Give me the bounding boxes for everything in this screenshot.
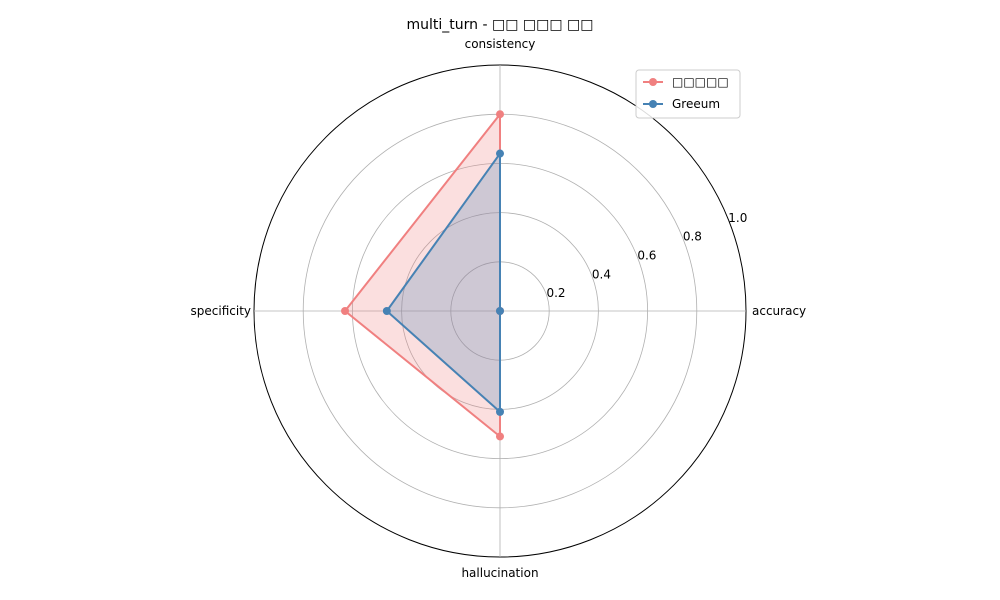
data-point [496,110,504,119]
axis-labels: accuracy consistency specificity hallucinat… [191,37,807,580]
data-point [341,307,350,315]
axis-label-consistency: consistency [465,37,536,51]
legend-swatch-marker [649,78,657,86]
data-point [382,307,391,315]
radial-tick-label: 0.2 [546,286,565,300]
radial-tick-label: 1.0 [728,211,747,225]
axis-label-hallucination: hallucination [461,566,538,580]
radial-tick-labels: 0.2 0.4 0.6 0.8 1.0 [546,211,747,300]
axis-label-accuracy: accuracy [752,304,806,318]
series-layer [341,110,504,441]
series-area [345,114,500,437]
data-point [496,432,504,441]
legend-label: Greeum [672,97,720,111]
radial-tick-label: 0.6 [637,249,656,263]
chart-title: multi_turn - □□ □□□ □□ [407,17,594,33]
radial-tick-label: 0.4 [592,267,611,281]
legend: □□□□□ Greeum [635,69,741,119]
radial-tick-label: 0.8 [683,230,702,244]
data-point [496,407,504,416]
data-point [496,307,504,315]
legend-label: □□□□□ [672,75,729,89]
legend-swatch-marker [649,100,657,108]
axis-label-specificity: specificity [191,304,251,318]
series-area [386,153,500,412]
data-point [496,149,504,158]
